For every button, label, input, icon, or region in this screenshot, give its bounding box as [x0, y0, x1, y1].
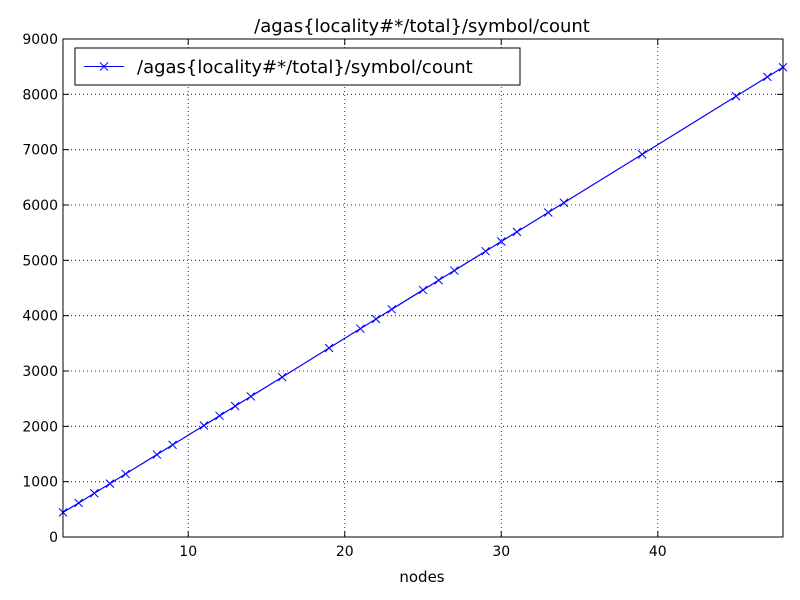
data-point-marker: [230, 401, 240, 411]
plot-frame: [62, 38, 784, 538]
y-tick-label: 6000: [22, 198, 58, 214]
data-point-marker: [731, 91, 741, 101]
data-point-marker: [762, 72, 772, 82]
x-axis-label: nodes: [399, 568, 444, 586]
data-point-marker: [418, 285, 428, 295]
data-point-marker: [105, 479, 115, 488]
data-point-marker: [277, 372, 287, 382]
data-point-marker: [512, 227, 522, 237]
axis-ticks: 10 20 30 40 0 1000 2000 3000 4000 5000 6000 7000 800…: [22, 32, 783, 560]
data-point-marker: [481, 246, 490, 256]
grid-lines: [63, 38, 783, 538]
legend-box: [74, 47, 521, 86]
chart-title: /agas{locality#*/total}/symbol/count: [254, 16, 590, 37]
series-layer: [58, 62, 788, 517]
data-point-marker: [152, 450, 162, 459]
data-point-marker: [168, 440, 177, 450]
legend: /agas{locality#*/total}/symbol/count: [74, 47, 521, 86]
data-point-marker: [74, 498, 84, 508]
y-tick-label: 2000: [22, 419, 58, 435]
data-point-marker: [324, 343, 334, 353]
y-tick-label: 9000: [22, 32, 58, 48]
data-point-marker: [246, 392, 256, 401]
data-point-marker: [215, 411, 224, 421]
y-tick-label: 1000: [22, 475, 58, 491]
data-point-marker: [496, 237, 506, 246]
y-tick-label: 7000: [22, 143, 58, 159]
y-tick-label: 8000: [22, 87, 58, 103]
x-tick-label: 20: [336, 544, 354, 560]
data-point-marker: [199, 421, 209, 430]
y-tick-label: 5000: [22, 253, 58, 269]
y-tick-label: 4000: [22, 309, 58, 325]
data-point-marker: [387, 304, 397, 314]
series-line: [62, 66, 784, 513]
data-point-marker: [449, 266, 459, 275]
data-point-marker: [356, 324, 365, 334]
x-tick-label: 40: [649, 544, 667, 560]
legend-marker-x: [99, 62, 109, 71]
legend-label: /agas{locality#*/total}/symbol/count: [137, 57, 473, 78]
data-point-marker: [121, 469, 130, 479]
data-point-marker: [434, 275, 444, 285]
data-point-marker: [89, 488, 99, 498]
data-point-marker: [559, 198, 569, 208]
data-point-marker: [543, 208, 553, 217]
data-point-marker: [637, 150, 647, 159]
y-tick-label: 0: [49, 530, 58, 546]
y-tick-label: 3000: [22, 364, 58, 380]
x-tick-label: 10: [179, 544, 197, 560]
x-tick-label: 30: [492, 544, 510, 560]
data-point-marker: [371, 314, 381, 324]
